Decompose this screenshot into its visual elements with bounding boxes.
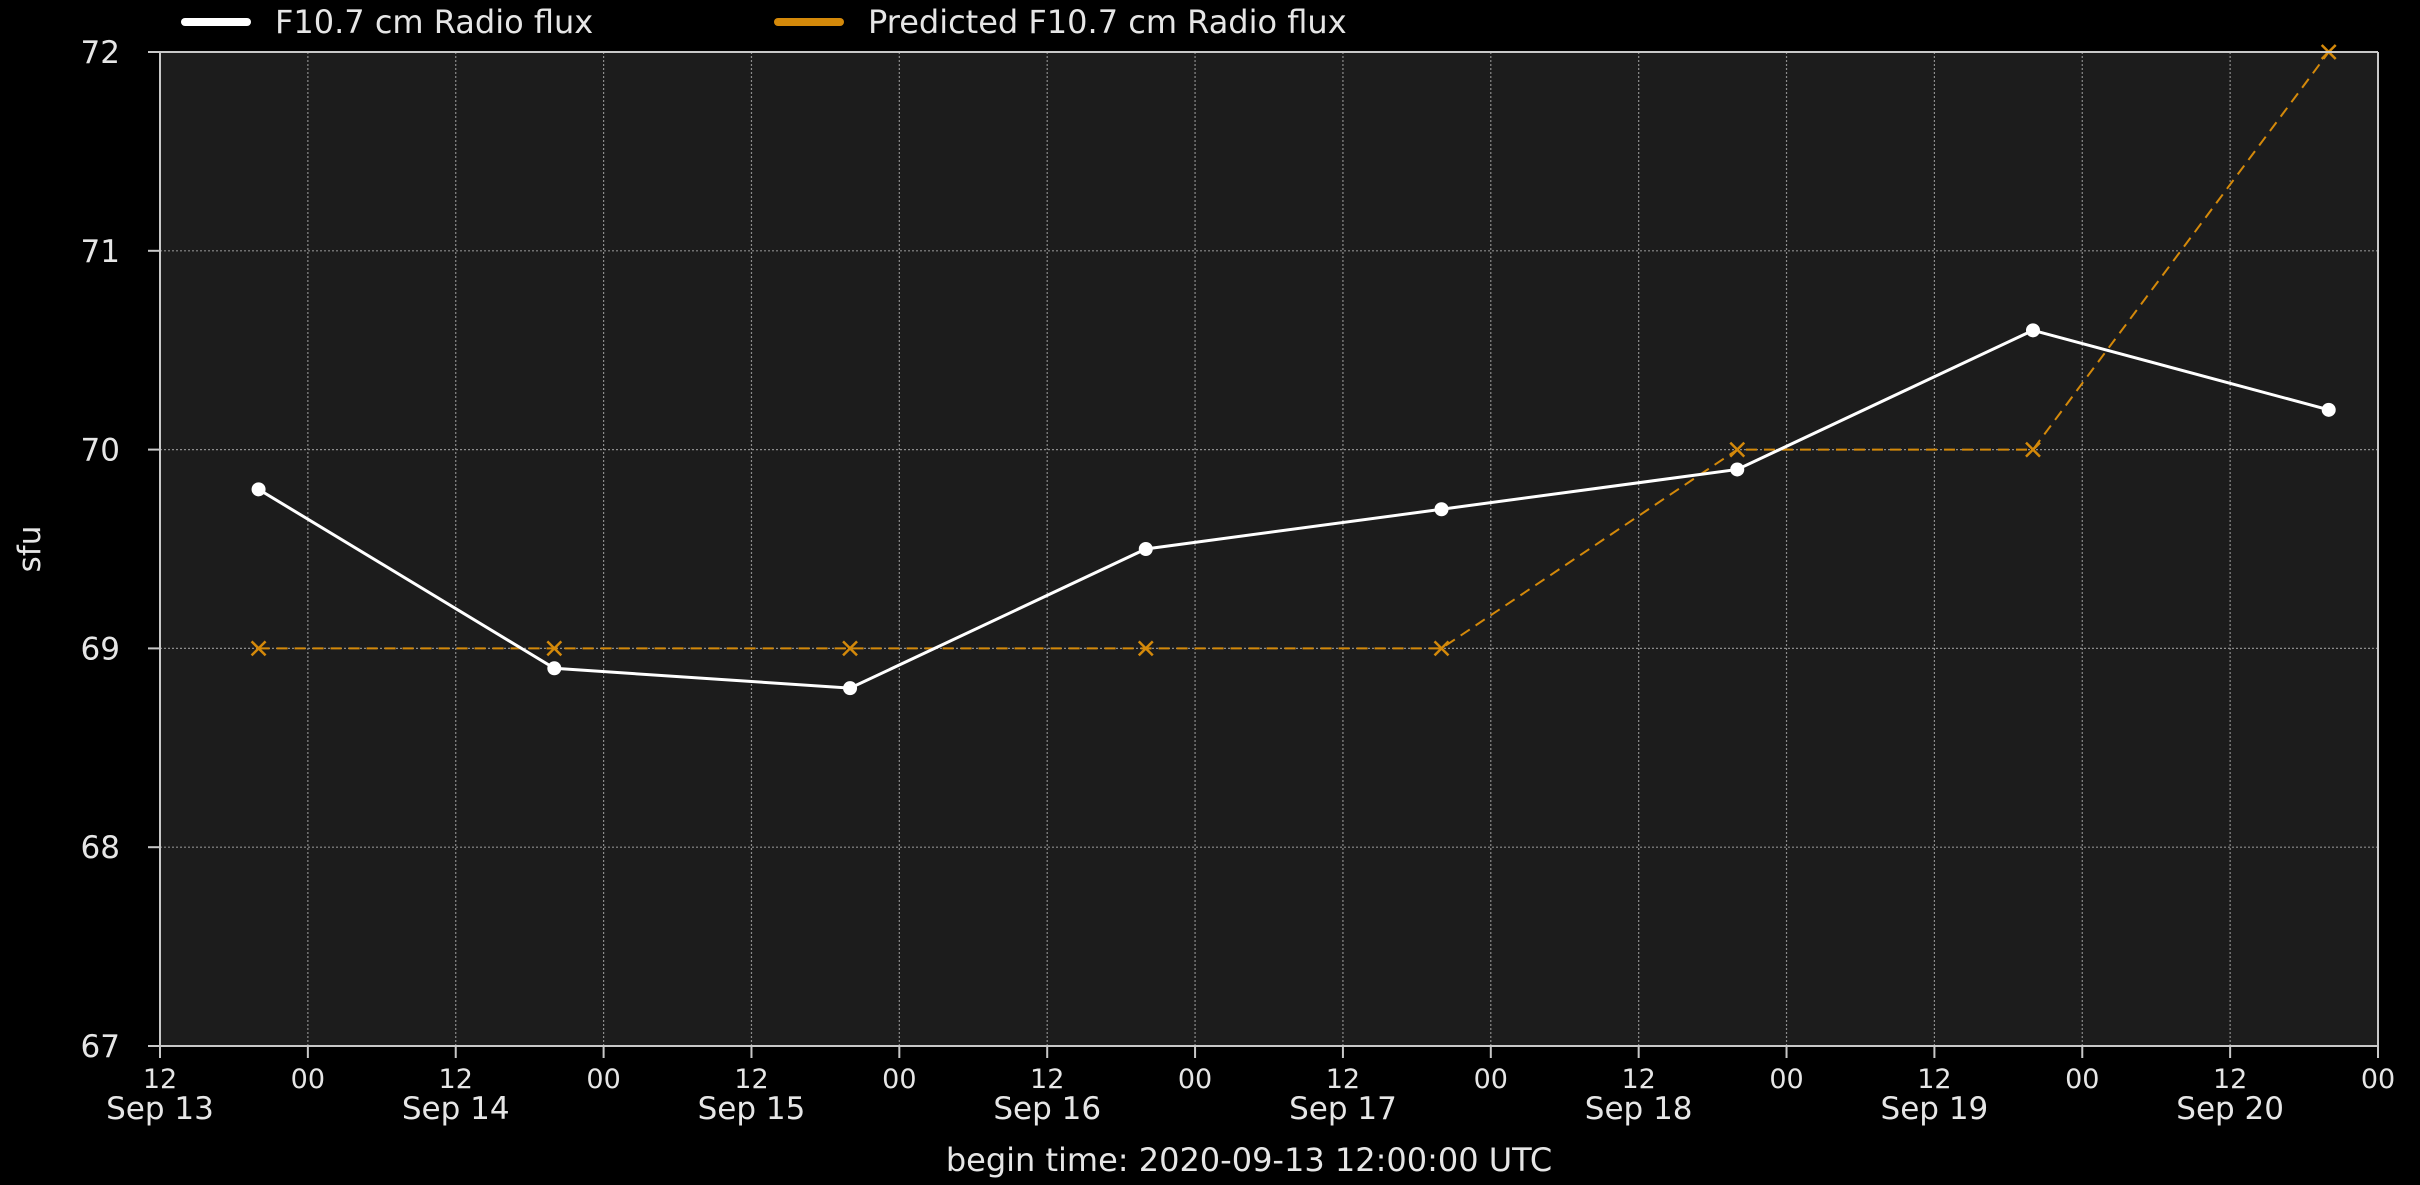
predicted-flux-line — [258, 51, 2330, 650]
observed-flux-point — [547, 661, 562, 676]
x-tick-date-label: Sep 14 — [402, 1091, 510, 1127]
axes — [148, 51, 2379, 1058]
observed-flux-point — [251, 482, 266, 497]
x-tick-date-label: Sep 19 — [1881, 1091, 1989, 1127]
y-tick-label: 68 — [81, 830, 120, 866]
y-tick-label: 67 — [81, 1029, 120, 1065]
y-tick-label: 69 — [81, 631, 120, 667]
predicted-flux-point — [1433, 640, 1450, 657]
y-tick-label: 71 — [81, 234, 120, 270]
predicted-flux-point — [1137, 640, 1154, 657]
legend: F10.7 cm Radio flux Predicted F10.7 cm Ra… — [181, 3, 1347, 41]
x-tick-hour-label: 00 — [2065, 1064, 2099, 1095]
x-tick-hour-label: 00 — [291, 1064, 325, 1095]
x-tick-hour-label: 12 — [734, 1064, 768, 1095]
series-layer — [250, 44, 2337, 696]
predicted-flux-point — [842, 640, 858, 657]
legend-label: Predicted F10.7 cm Radio flux — [868, 3, 1347, 41]
x-tick-date-label: Sep 13 — [106, 1091, 214, 1127]
x-tick-hour-label: 12 — [143, 1064, 177, 1095]
predicted-flux-point — [546, 640, 563, 657]
observed-flux-point — [1434, 502, 1449, 517]
observed-flux-point — [2321, 402, 2336, 417]
x-tick-date-label: Sep 17 — [1289, 1091, 1397, 1127]
y-tick-label: 72 — [81, 35, 120, 71]
x-tick-hour-label: 00 — [1474, 1064, 1508, 1095]
predicted-flux-point — [250, 640, 267, 657]
x-tick-hour-label: 12 — [1030, 1064, 1064, 1095]
legend-item-predicted: Predicted F10.7 cm Radio flux — [774, 3, 1347, 41]
grid-lines — [160, 52, 2378, 1046]
x-tick-hour-label: 00 — [586, 1064, 620, 1095]
plot-area — [160, 52, 2378, 1046]
x-tick-hour-label: 00 — [1178, 1064, 1212, 1095]
x-tick-hour-label: 00 — [2361, 1064, 2395, 1095]
x-tick-hour-label: 12 — [2213, 1064, 2247, 1095]
x-tick-hour-label: 12 — [1621, 1064, 1655, 1095]
legend-label: F10.7 cm Radio flux — [275, 3, 593, 41]
predicted-flux-point — [1729, 441, 1746, 458]
observed-flux-point — [843, 681, 858, 696]
x-tick-hour-label: 12 — [439, 1064, 473, 1095]
x-tick-hour-label: 12 — [1917, 1064, 1951, 1095]
observed-flux-point — [2025, 323, 2040, 338]
x-tick-hour-label: 12 — [1326, 1064, 1360, 1095]
observed-flux-point — [1730, 462, 1745, 477]
x-tick-date-label: Sep 20 — [2176, 1091, 2284, 1127]
x-tick-hour-label: 00 — [882, 1064, 916, 1095]
y-tick-label: 70 — [81, 433, 120, 469]
x-tick-hour-label: 00 — [1769, 1064, 1803, 1095]
x-axis-label: begin time: 2020-09-13 12:00:00 UTC — [946, 1141, 1552, 1179]
observed-flux-line — [257, 328, 2330, 690]
x-tick-date-label: Sep 16 — [993, 1091, 1101, 1127]
y-axis-label: sfu — [12, 526, 48, 573]
legend-item-observed: F10.7 cm Radio flux — [181, 3, 593, 41]
x-tick-date-label: Sep 18 — [1585, 1091, 1693, 1127]
predicted-flux-point — [2025, 441, 2041, 458]
observed-flux-point — [1138, 542, 1153, 556]
x-tick-date-label: Sep 15 — [698, 1091, 806, 1127]
